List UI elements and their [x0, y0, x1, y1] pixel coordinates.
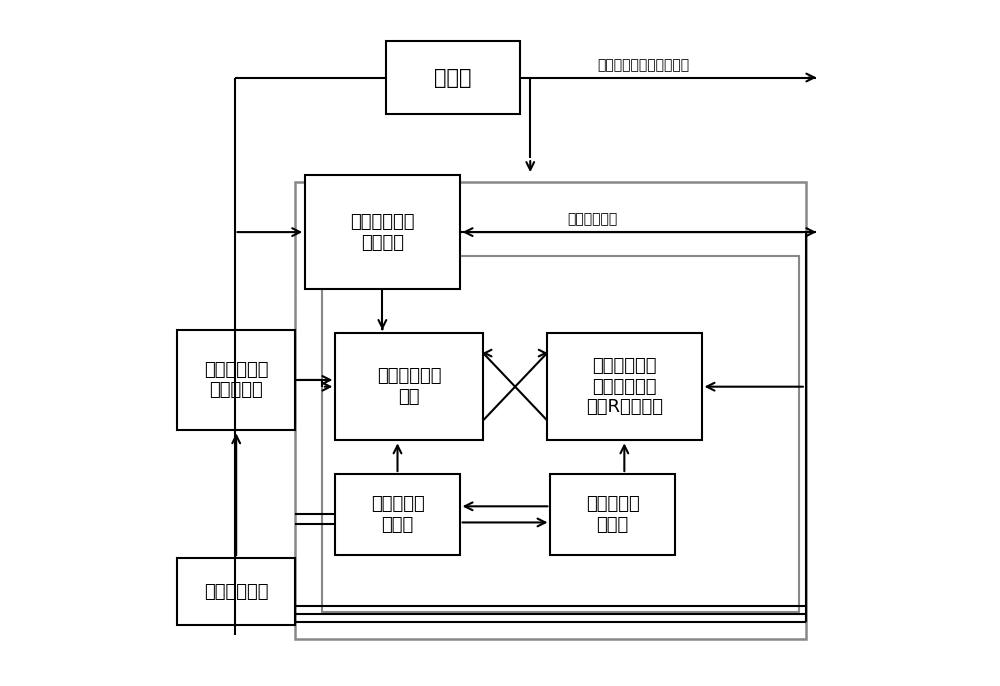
Text: 校验节点向变
量节点传递的
信息R存储单元: 校验节点向变 量节点传递的 信息R存储单元 [586, 357, 663, 416]
FancyBboxPatch shape [177, 558, 295, 625]
Text: 译码结束标志和校验结果: 译码结束标志和校验结果 [597, 58, 690, 72]
FancyBboxPatch shape [335, 333, 483, 440]
Text: 译码硬判结果
存储单元: 译码硬判结果 存储单元 [350, 213, 415, 252]
Text: 变量节点处
理单元: 变量节点处 理单元 [371, 495, 424, 534]
FancyBboxPatch shape [550, 474, 675, 555]
Text: 校验节点处
理单元: 校验节点处 理单元 [586, 495, 639, 534]
Text: 组合信息存储
单元: 组合信息存储 单元 [377, 367, 442, 406]
Text: 量化后的输入
似然比信息: 量化后的输入 似然比信息 [204, 361, 268, 399]
Text: 主控机: 主控机 [434, 67, 472, 88]
Text: 地址控制单元: 地址控制单元 [204, 582, 268, 601]
FancyBboxPatch shape [305, 175, 460, 289]
Text: 译码硬判结果: 译码硬判结果 [567, 213, 617, 226]
FancyBboxPatch shape [335, 474, 460, 555]
FancyBboxPatch shape [177, 329, 295, 430]
FancyBboxPatch shape [547, 333, 702, 440]
FancyBboxPatch shape [386, 40, 520, 115]
